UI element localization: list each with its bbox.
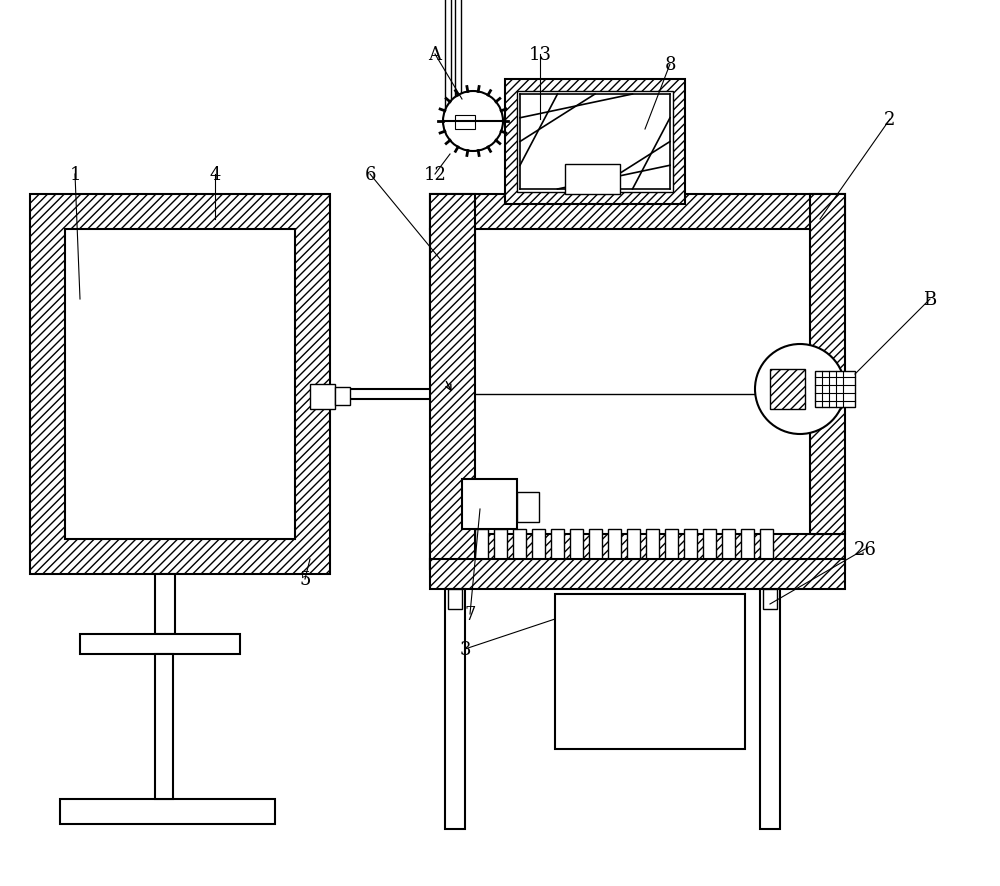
Bar (475, 229, 810, 534)
Bar (665, 530, 678, 564)
Bar (760, 530, 773, 564)
Text: 26: 26 (854, 540, 876, 558)
Bar (310, 385, 335, 409)
Bar (741, 530, 754, 564)
Bar (430, 559, 845, 589)
Bar (763, 589, 777, 610)
Bar (505, 80, 685, 205)
Text: B: B (923, 291, 937, 308)
Bar (722, 530, 735, 564)
Bar (430, 195, 475, 570)
Bar (532, 530, 545, 564)
Bar (815, 371, 855, 408)
Bar (80, 634, 240, 654)
Circle shape (443, 92, 503, 152)
Bar (565, 165, 620, 195)
Bar (445, 0, 451, 130)
Text: 5: 5 (299, 571, 311, 588)
Text: A: A (428, 46, 442, 64)
Text: 2: 2 (884, 111, 896, 128)
Bar (430, 229, 475, 320)
Bar (703, 530, 716, 564)
Bar (570, 530, 583, 564)
Bar (810, 195, 845, 534)
Bar (155, 574, 175, 634)
Bar (646, 530, 659, 564)
Bar (627, 530, 640, 564)
Text: 8: 8 (664, 56, 676, 74)
Bar (475, 530, 488, 564)
Bar (770, 369, 805, 409)
Bar (494, 530, 507, 564)
Bar (513, 530, 526, 564)
Bar (155, 654, 173, 799)
Bar (455, 0, 461, 130)
Bar (462, 479, 517, 530)
Bar (555, 595, 745, 750)
Bar (65, 229, 295, 540)
Bar (430, 534, 845, 570)
Bar (448, 589, 462, 610)
Bar (455, 116, 475, 130)
Bar (551, 530, 564, 564)
Bar (30, 195, 330, 574)
Text: 1: 1 (69, 166, 81, 183)
Text: 4: 4 (209, 166, 221, 183)
Text: 3: 3 (459, 641, 471, 658)
Text: 6: 6 (364, 166, 376, 183)
Bar (589, 530, 602, 564)
Text: 13: 13 (528, 46, 552, 64)
Text: 7: 7 (464, 605, 476, 623)
Bar (335, 387, 350, 406)
Text: 12: 12 (424, 166, 446, 183)
Bar (608, 530, 621, 564)
Bar (60, 799, 275, 824)
Bar (517, 493, 539, 523)
Bar (430, 195, 845, 229)
Bar (445, 589, 465, 829)
Bar (760, 589, 780, 829)
Bar (684, 530, 697, 564)
Circle shape (755, 345, 845, 434)
Bar (517, 92, 673, 193)
